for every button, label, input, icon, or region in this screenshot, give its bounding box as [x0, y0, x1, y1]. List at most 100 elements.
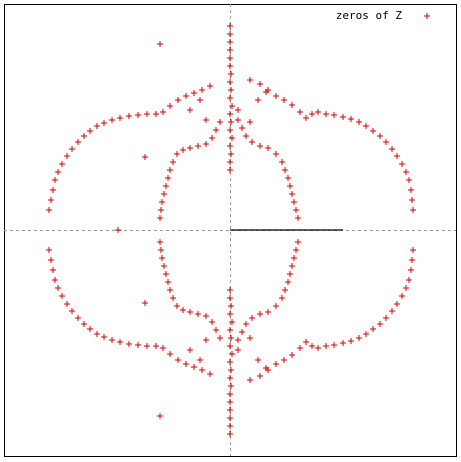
point [348, 116, 354, 122]
point [157, 215, 163, 221]
point [315, 345, 321, 351]
point [207, 83, 213, 89]
point [227, 79, 233, 85]
point [101, 120, 107, 126]
point [285, 279, 291, 285]
point [94, 331, 100, 337]
point [408, 187, 414, 193]
point [175, 357, 181, 363]
point [160, 109, 166, 115]
point [309, 111, 315, 117]
point [273, 303, 279, 309]
point [239, 329, 245, 335]
point [303, 339, 309, 345]
point [87, 128, 93, 134]
point [247, 119, 253, 125]
point [293, 247, 299, 253]
point [160, 345, 166, 351]
point [394, 153, 400, 159]
point [227, 143, 233, 149]
point [363, 123, 369, 129]
point [227, 359, 233, 365]
point [50, 187, 56, 193]
point [227, 415, 233, 421]
point [159, 199, 165, 205]
point [217, 119, 223, 125]
point [403, 285, 409, 291]
point [163, 183, 169, 189]
point [377, 133, 383, 139]
point [255, 357, 261, 363]
point [287, 183, 293, 189]
point [227, 343, 233, 349]
point [389, 146, 395, 152]
point [289, 263, 295, 269]
point [227, 39, 233, 45]
point [235, 117, 241, 123]
point [195, 143, 201, 149]
point [157, 239, 163, 245]
point [257, 81, 263, 87]
point [228, 383, 234, 389]
point [213, 327, 219, 333]
point [303, 115, 309, 121]
point [52, 277, 58, 283]
point [257, 311, 263, 317]
point [273, 151, 279, 157]
point [279, 159, 285, 165]
point [157, 41, 163, 47]
point [59, 161, 65, 167]
point [247, 377, 253, 383]
point [159, 255, 165, 261]
point [167, 167, 173, 173]
point [109, 337, 115, 343]
point [142, 154, 148, 160]
point [227, 31, 233, 37]
point [227, 311, 233, 317]
point [203, 313, 209, 319]
point [209, 135, 215, 141]
point [142, 300, 148, 306]
point [297, 109, 303, 115]
point [135, 342, 141, 348]
point [227, 327, 233, 333]
point [243, 133, 249, 139]
point [363, 331, 369, 337]
point [291, 255, 297, 261]
point [187, 107, 193, 113]
point [81, 133, 87, 139]
point [227, 63, 233, 69]
point [191, 364, 197, 370]
point [406, 177, 412, 183]
point [207, 371, 213, 377]
point [153, 111, 159, 117]
point [293, 207, 299, 213]
point [75, 315, 81, 321]
point [228, 71, 234, 77]
point [228, 87, 234, 93]
point [377, 321, 383, 327]
point [263, 89, 269, 95]
point [289, 191, 295, 197]
point [161, 191, 167, 197]
point [410, 247, 416, 253]
point [249, 315, 255, 321]
point [167, 351, 173, 357]
point [126, 341, 132, 347]
point [175, 97, 181, 103]
point [291, 199, 297, 205]
point [227, 127, 233, 133]
point [144, 111, 150, 117]
point [203, 117, 209, 123]
point [167, 103, 173, 109]
point [48, 257, 54, 263]
point [183, 93, 189, 99]
point [46, 247, 52, 253]
point [46, 207, 52, 213]
point [227, 167, 233, 173]
point [191, 90, 197, 96]
point [126, 113, 132, 119]
point [59, 293, 65, 299]
point [170, 159, 176, 165]
point [408, 267, 414, 273]
